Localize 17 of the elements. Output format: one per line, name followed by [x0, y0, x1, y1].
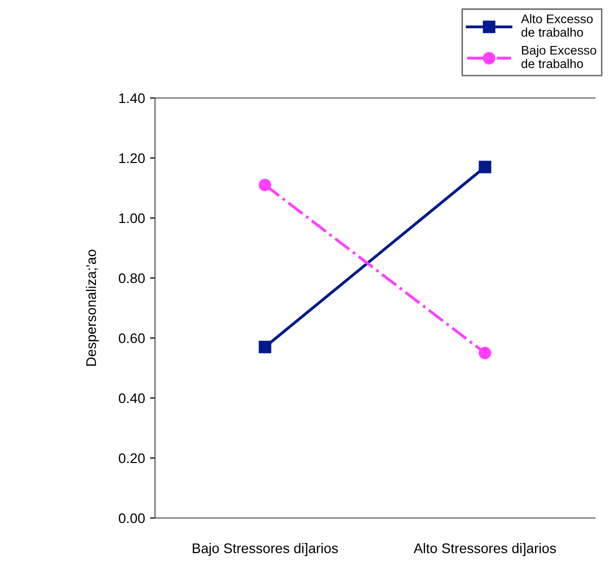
- y-tick-label: 0.00: [118, 513, 145, 524]
- point: [258, 340, 272, 354]
- x-tick-label: Alto Stressores di]arios: [414, 543, 556, 556]
- legend-label: Alto Excesso de trabalho: [520, 14, 593, 37]
- y-tick-label: 0.40: [118, 393, 145, 404]
- point: [478, 346, 492, 360]
- y-tick-label: 1.00: [119, 213, 145, 224]
- point: [258, 178, 272, 192]
- point: [478, 160, 492, 174]
- x-tick-label: Bajo Stressores di]arios: [192, 543, 338, 556]
- y-tick-label: 0.60: [118, 333, 145, 344]
- legend-label: Bajo Excesso de trabalho: [521, 45, 596, 68]
- y-tick-label: 0.80: [118, 273, 145, 284]
- y-tick-label: 1.40: [119, 93, 145, 104]
- y-tick-label: 1.20: [119, 153, 145, 164]
- y-tick-label: 0.20: [118, 453, 145, 464]
- y-axis-title: Despersonaliza;'ao: [86, 250, 99, 366]
